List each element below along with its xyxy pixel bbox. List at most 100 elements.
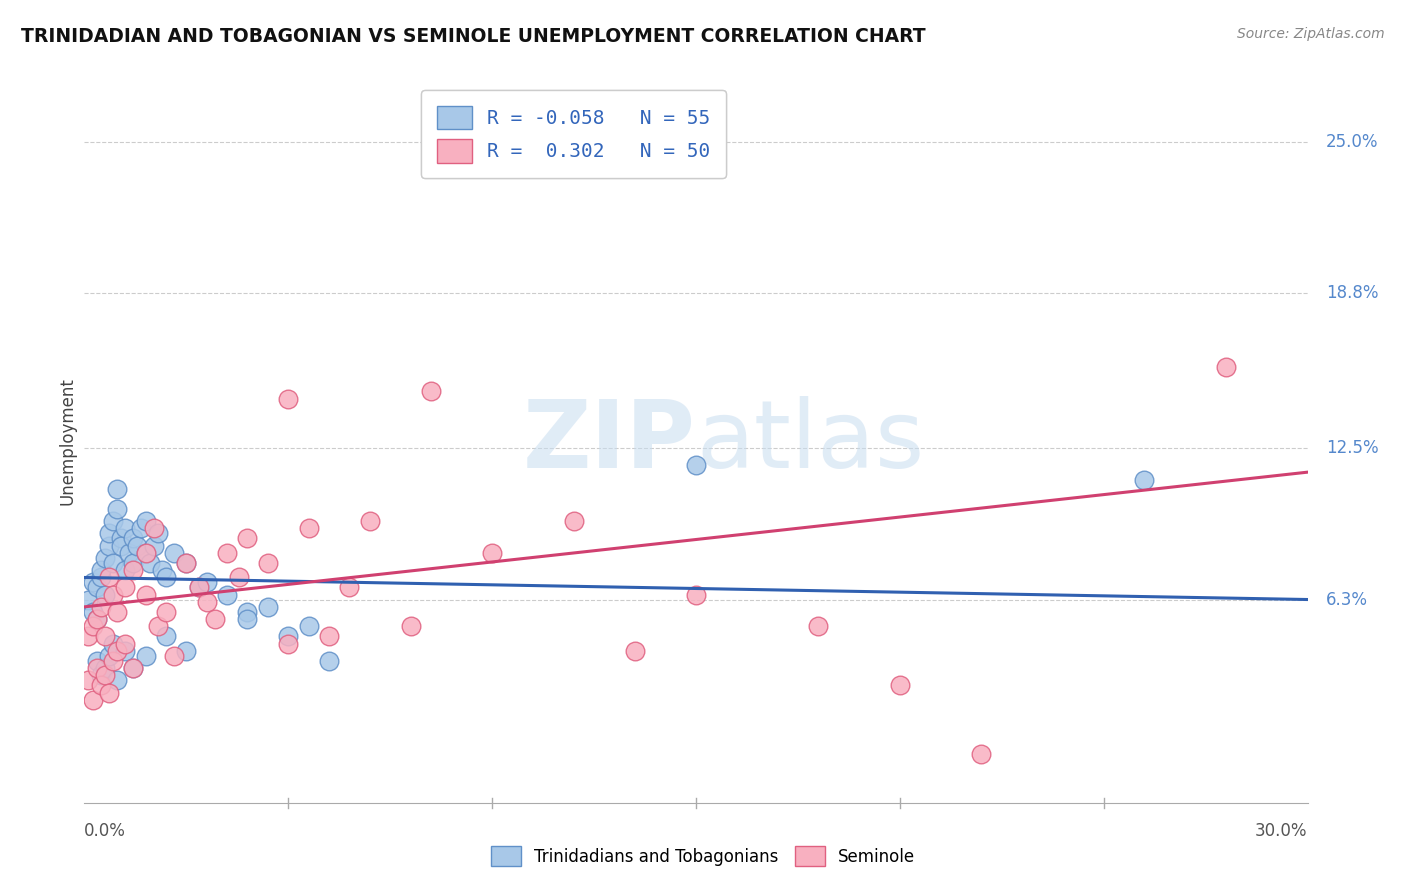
Point: [420, 384, 443, 399]
Point: [105, 502, 128, 516]
Point: [298, 521, 321, 535]
Point: [359, 514, 381, 528]
Point: [93, 668, 115, 682]
Point: [122, 563, 145, 577]
Point: [114, 644, 136, 658]
Point: [114, 563, 136, 577]
Point: [146, 526, 169, 541]
Point: [257, 556, 280, 570]
Point: [685, 588, 707, 602]
Point: [150, 563, 173, 577]
Point: [86, 654, 108, 668]
Point: [142, 521, 165, 535]
Legend: R = -0.058   N = 55, R =  0.302   N = 50: R = -0.058 N = 55, R = 0.302 N = 50: [422, 90, 725, 178]
Point: [187, 580, 209, 594]
Text: 6.3%: 6.3%: [1326, 591, 1368, 608]
Text: Source: ZipAtlas.com: Source: ZipAtlas.com: [1237, 27, 1385, 41]
Text: ZIP: ZIP: [523, 395, 696, 488]
Point: [155, 570, 177, 584]
Point: [93, 629, 115, 643]
Legend: Trinidadians and Tobagonians, Seminole: Trinidadians and Tobagonians, Seminole: [482, 838, 924, 875]
Text: 0.0%: 0.0%: [84, 822, 127, 840]
Point: [105, 483, 128, 497]
Point: [82, 693, 104, 707]
Point: [187, 580, 209, 594]
Y-axis label: Unemployment: Unemployment: [58, 377, 76, 506]
Point: [114, 521, 136, 535]
Point: [135, 588, 157, 602]
Point: [118, 546, 141, 560]
Point: [135, 546, 157, 560]
Point: [122, 661, 145, 675]
Point: [807, 619, 830, 633]
Point: [86, 612, 108, 626]
Point: [90, 570, 112, 584]
Point: [277, 637, 299, 651]
Point: [110, 531, 132, 545]
Point: [236, 531, 259, 545]
Point: [114, 637, 136, 651]
Point: [131, 521, 153, 535]
Point: [77, 673, 100, 688]
Point: [1215, 359, 1237, 374]
Point: [97, 648, 120, 663]
Point: [163, 546, 186, 560]
Text: 30.0%: 30.0%: [1256, 822, 1308, 840]
Point: [217, 546, 239, 560]
Point: [90, 678, 112, 692]
Text: 18.8%: 18.8%: [1326, 285, 1378, 302]
Point: [174, 644, 197, 658]
Point: [135, 648, 157, 663]
Point: [93, 588, 115, 602]
Point: [86, 580, 108, 594]
Text: atlas: atlas: [696, 395, 924, 488]
Point: [97, 685, 120, 699]
Point: [90, 668, 112, 682]
Point: [146, 619, 169, 633]
Point: [174, 556, 197, 570]
Point: [105, 673, 128, 688]
Point: [105, 605, 128, 619]
Point: [135, 514, 157, 528]
Point: [86, 661, 108, 675]
Point: [277, 392, 299, 406]
Text: TRINIDADIAN AND TOBAGONIAN VS SEMINOLE UNEMPLOYMENT CORRELATION CHART: TRINIDADIAN AND TOBAGONIAN VS SEMINOLE U…: [21, 27, 925, 45]
Point: [101, 588, 124, 602]
Point: [97, 539, 120, 553]
Point: [195, 595, 218, 609]
Point: [298, 619, 321, 633]
Point: [155, 629, 177, 643]
Point: [114, 580, 136, 594]
Point: [101, 556, 124, 570]
Point: [174, 556, 197, 570]
Point: [399, 619, 422, 633]
Point: [257, 599, 280, 614]
Point: [97, 526, 120, 541]
Point: [217, 588, 239, 602]
Point: [163, 648, 186, 663]
Point: [101, 654, 124, 668]
Point: [318, 629, 340, 643]
Point: [82, 605, 104, 619]
Text: 12.5%: 12.5%: [1326, 439, 1378, 457]
Point: [339, 580, 361, 594]
Point: [318, 654, 340, 668]
Point: [90, 599, 112, 614]
Point: [481, 546, 503, 560]
Point: [624, 644, 647, 658]
Point: [138, 556, 160, 570]
Point: [155, 605, 177, 619]
Point: [77, 629, 100, 643]
Point: [1133, 473, 1156, 487]
Point: [142, 539, 165, 553]
Point: [562, 514, 585, 528]
Point: [135, 546, 157, 560]
Point: [93, 661, 115, 675]
Text: 25.0%: 25.0%: [1326, 133, 1378, 151]
Point: [889, 678, 911, 692]
Point: [93, 550, 115, 565]
Point: [277, 629, 299, 643]
Point: [127, 539, 149, 553]
Point: [236, 612, 259, 626]
Point: [122, 556, 145, 570]
